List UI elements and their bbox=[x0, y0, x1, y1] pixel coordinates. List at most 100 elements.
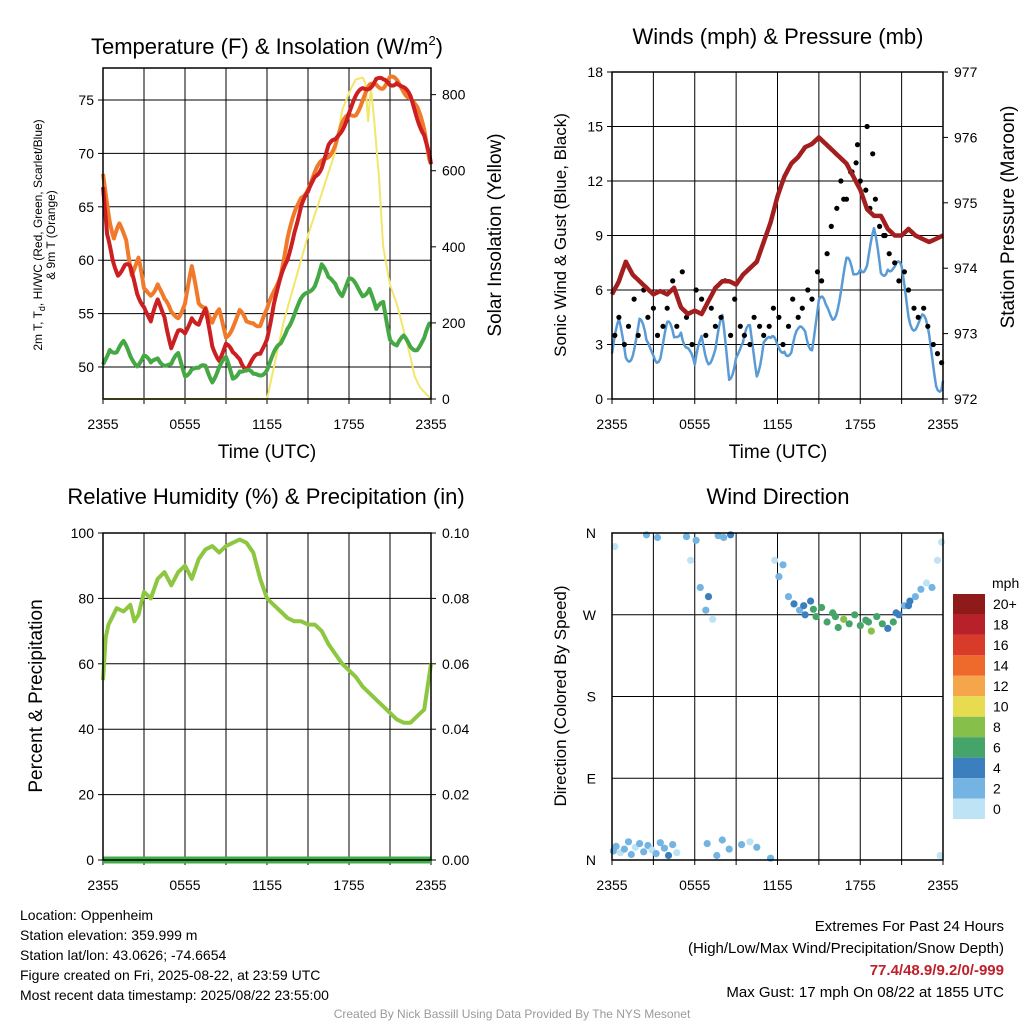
colorbar-label: 12 bbox=[993, 678, 1009, 694]
direction-point bbox=[933, 556, 942, 564]
colorbar-swatch bbox=[953, 614, 985, 635]
y-tick-label-right: 200 bbox=[442, 315, 466, 331]
direction-point bbox=[664, 851, 673, 860]
series-line bbox=[101, 262, 432, 385]
gust-point bbox=[828, 223, 834, 229]
x-tick-label: 0555 bbox=[169, 877, 200, 893]
direction-point bbox=[831, 613, 840, 621]
direction-point bbox=[725, 845, 733, 853]
svg-text:& 9m T (Orange): & 9m T (Orange) bbox=[44, 190, 58, 280]
direction-point bbox=[812, 613, 820, 621]
direction-point bbox=[840, 615, 848, 623]
direction-point bbox=[936, 851, 944, 860]
y-tick-label: 0 bbox=[86, 852, 94, 868]
direction-point bbox=[823, 618, 831, 626]
gust-point bbox=[799, 305, 805, 311]
gust-point bbox=[766, 323, 772, 329]
gust-point bbox=[814, 269, 821, 275]
colorbar-swatch bbox=[953, 696, 985, 717]
y-tick-label: 12 bbox=[587, 173, 603, 189]
gust-point bbox=[693, 287, 699, 293]
direction-point bbox=[928, 583, 936, 592]
y-tick-label: N bbox=[586, 852, 596, 868]
gust-point bbox=[834, 205, 840, 211]
gust-point bbox=[747, 341, 753, 348]
y-tick-label-right: 0.02 bbox=[442, 787, 469, 803]
x-tick-label: 1155 bbox=[252, 416, 282, 432]
x-tick-label: 2355 bbox=[415, 416, 446, 432]
plot-frame bbox=[102, 532, 432, 861]
temperature-panel: 2355 0555 1155 1755 2355 50 55 60 65 70 75 0 200 400 6… bbox=[78, 67, 466, 432]
gust-point bbox=[699, 296, 705, 302]
gust-point bbox=[930, 341, 936, 348]
gust-point bbox=[625, 323, 632, 329]
direction-point bbox=[922, 579, 931, 587]
gust-point bbox=[660, 323, 666, 329]
colorbar-swatch bbox=[953, 675, 985, 697]
direction-point bbox=[775, 573, 783, 581]
x-tick-label: 2355 bbox=[927, 416, 958, 432]
gust-point bbox=[664, 305, 670, 311]
direction-point bbox=[884, 624, 892, 633]
y-tick-label: 70 bbox=[78, 145, 94, 161]
x-tick-label: 2355 bbox=[596, 877, 627, 893]
gust-point bbox=[857, 178, 863, 184]
y-tick-label: 50 bbox=[78, 359, 94, 375]
y-tick-label: E bbox=[587, 770, 596, 786]
winds-panel: 2355 0555 1155 1755 2355 0 3 6 9 12 15 18 972 973 974 9… bbox=[587, 64, 977, 432]
x-tick-label: 2355 bbox=[415, 877, 446, 893]
direction-point bbox=[720, 533, 728, 542]
direction-point bbox=[652, 850, 660, 858]
direction-point bbox=[753, 843, 761, 851]
wind-title: Winds (mph) & Pressure (mb) bbox=[633, 24, 924, 49]
gust-point bbox=[892, 260, 898, 266]
wind-xlabel: Time (UTC) bbox=[729, 442, 828, 463]
colorbar-swatch bbox=[953, 737, 985, 758]
temp-ylabel-right: Solar Insolation (Yellow) bbox=[485, 133, 506, 336]
y-tick-label: 60 bbox=[78, 252, 94, 268]
y-tick-label: 65 bbox=[78, 199, 94, 215]
x-tick-label: 1755 bbox=[845, 416, 876, 432]
y-tick-label: 80 bbox=[78, 590, 94, 606]
y-tick-label: 40 bbox=[78, 721, 94, 737]
gust-point bbox=[751, 314, 757, 320]
temp-title: Temperature (F) & Insolation (W/m2) bbox=[91, 33, 443, 59]
direction-point bbox=[620, 845, 629, 853]
x-tick-label: 1755 bbox=[845, 877, 876, 893]
extremes-values: 77.4/48.9/9.2/0/-999 bbox=[869, 962, 1004, 979]
direction-point bbox=[702, 606, 710, 614]
y-tick-label: 9 bbox=[595, 228, 603, 244]
gust-point bbox=[679, 269, 685, 275]
gust-point bbox=[864, 123, 870, 130]
y-tick-label: 15 bbox=[587, 119, 603, 135]
direction-point bbox=[696, 583, 704, 592]
gust-point bbox=[809, 296, 815, 302]
max-gust: Max Gust: 17 mph On 08/22 at 1855 UTC bbox=[726, 984, 1004, 1001]
y-tick-label: 55 bbox=[78, 306, 94, 322]
gust-point bbox=[911, 305, 917, 311]
gust-point bbox=[901, 269, 908, 275]
rh-title: Relative Humidity (%) & Precipitation (i… bbox=[67, 484, 464, 509]
y-tick-label: 3 bbox=[595, 337, 603, 353]
gust-point bbox=[712, 323, 719, 329]
direction-point bbox=[624, 838, 633, 846]
y-tick-label-right: 972 bbox=[954, 391, 978, 407]
x-tick-label: 1155 bbox=[762, 416, 792, 432]
direction-point bbox=[703, 840, 711, 848]
direction-point bbox=[653, 533, 662, 542]
colorbar: 20+ 18 16 14 12 10 8 6 4 2 0 bbox=[953, 594, 1017, 819]
direction-point bbox=[718, 836, 726, 844]
gust-point bbox=[854, 142, 861, 148]
gust-point bbox=[645, 314, 651, 320]
x-tick-label: 2355 bbox=[927, 877, 958, 893]
y-tick-label: 6 bbox=[595, 282, 603, 298]
gust-point bbox=[780, 341, 786, 348]
direction-point bbox=[784, 593, 793, 601]
x-tick-label: 2355 bbox=[87, 877, 118, 893]
direction-point bbox=[779, 561, 787, 569]
direction-point bbox=[807, 597, 815, 605]
x-tick-label: 1755 bbox=[333, 877, 364, 893]
humidity-panel: 2355 0555 1155 1755 2355 0 20 40 60 80 100 0.00 0.02… bbox=[71, 525, 470, 893]
gust-point bbox=[877, 223, 883, 229]
